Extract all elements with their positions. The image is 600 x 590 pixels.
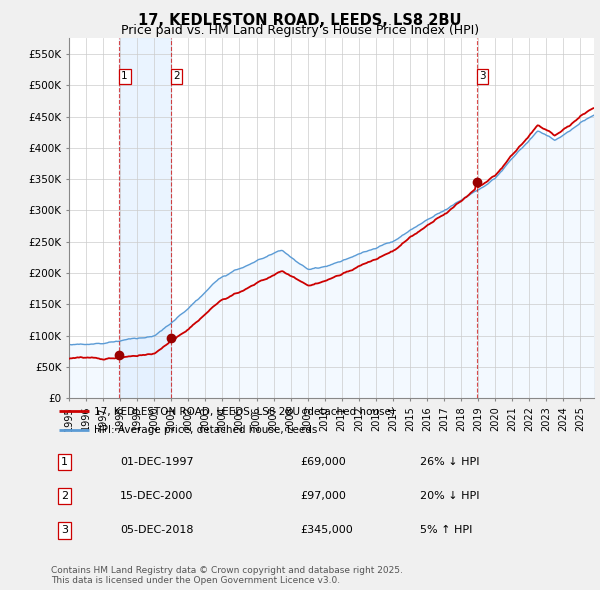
Text: 1: 1 <box>61 457 68 467</box>
Text: 2: 2 <box>173 71 180 81</box>
Text: 01-DEC-1997: 01-DEC-1997 <box>120 457 194 467</box>
Text: 17, KEDLESTON ROAD, LEEDS, LS8 2BU: 17, KEDLESTON ROAD, LEEDS, LS8 2BU <box>138 13 462 28</box>
Text: 2: 2 <box>61 491 68 501</box>
Text: £69,000: £69,000 <box>300 457 346 467</box>
Text: 17, KEDLESTON ROAD, LEEDS, LS8 2BU (detached house): 17, KEDLESTON ROAD, LEEDS, LS8 2BU (deta… <box>94 406 395 416</box>
Text: £345,000: £345,000 <box>300 526 353 535</box>
Text: 26% ↓ HPI: 26% ↓ HPI <box>420 457 479 467</box>
Text: HPI: Average price, detached house, Leeds: HPI: Average price, detached house, Leed… <box>94 425 317 435</box>
Text: 3: 3 <box>479 71 486 81</box>
Text: Contains HM Land Registry data © Crown copyright and database right 2025.
This d: Contains HM Land Registry data © Crown c… <box>51 566 403 585</box>
Text: £97,000: £97,000 <box>300 491 346 501</box>
Text: 05-DEC-2018: 05-DEC-2018 <box>120 526 193 535</box>
Text: 5% ↑ HPI: 5% ↑ HPI <box>420 526 472 535</box>
Text: Price paid vs. HM Land Registry's House Price Index (HPI): Price paid vs. HM Land Registry's House … <box>121 24 479 37</box>
Text: 3: 3 <box>61 526 68 535</box>
Text: 20% ↓ HPI: 20% ↓ HPI <box>420 491 479 501</box>
Text: 1: 1 <box>121 71 128 81</box>
Text: 15-DEC-2000: 15-DEC-2000 <box>120 491 193 501</box>
Bar <box>119 38 170 398</box>
